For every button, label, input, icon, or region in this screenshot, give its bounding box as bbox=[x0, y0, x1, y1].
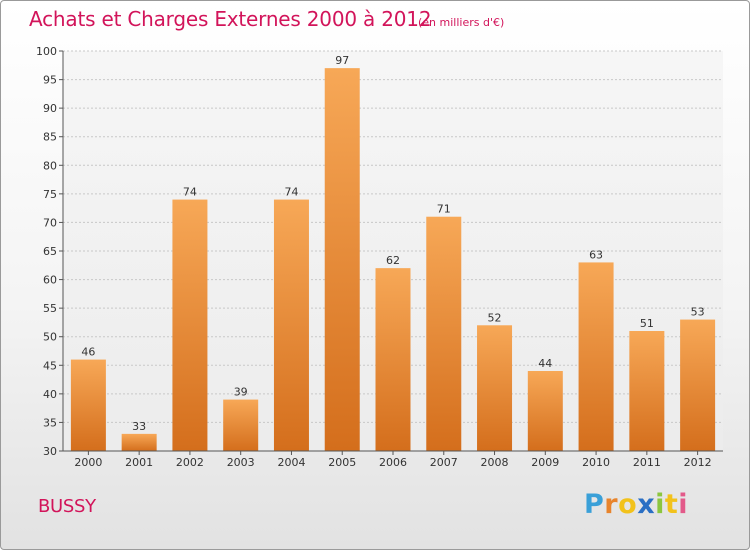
value-label-2012: 53 bbox=[691, 306, 705, 319]
value-label-2003: 39 bbox=[234, 386, 248, 399]
bar-2008 bbox=[477, 325, 513, 451]
x-tick-label-2001: 2001 bbox=[125, 456, 153, 469]
x-tick-label-2008: 2008 bbox=[481, 456, 509, 469]
value-label-2010: 63 bbox=[589, 248, 603, 261]
bar-2007 bbox=[426, 216, 462, 451]
y-tick-label: 85 bbox=[43, 131, 57, 144]
x-tick-label-2007: 2007 bbox=[430, 456, 458, 469]
x-tick-label-2005: 2005 bbox=[328, 456, 356, 469]
value-label-2002: 74 bbox=[183, 186, 197, 199]
y-tick-label: 40 bbox=[43, 388, 57, 401]
logo-letter: P bbox=[584, 489, 605, 520]
logo-letter: i bbox=[655, 489, 665, 520]
y-tick-label: 60 bbox=[43, 274, 57, 287]
y-tick-label: 100 bbox=[36, 45, 57, 58]
x-tick-label-2006: 2006 bbox=[379, 456, 407, 469]
y-tick-label: 90 bbox=[43, 102, 57, 115]
x-tick-label-2011: 2011 bbox=[633, 456, 661, 469]
y-tick-label: 65 bbox=[43, 245, 57, 258]
y-tick-label: 45 bbox=[43, 359, 57, 372]
value-label-2004: 74 bbox=[284, 186, 298, 199]
logo-letter: x bbox=[637, 489, 656, 520]
bar-2003 bbox=[223, 399, 259, 451]
chart-title: Achats et Charges Externes 2000 à 2012 bbox=[29, 7, 432, 31]
y-tick-label: 95 bbox=[43, 74, 57, 87]
logo-letter: t bbox=[664, 489, 679, 520]
logo-letter: o bbox=[618, 489, 638, 520]
bar-2001 bbox=[121, 433, 157, 451]
y-tick-label: 70 bbox=[43, 216, 57, 229]
x-tick-label-2009: 2009 bbox=[531, 456, 559, 469]
chart-unit: (en milliers d'€) bbox=[418, 16, 505, 29]
x-tick-label-2000: 2000 bbox=[74, 456, 102, 469]
value-label-2001: 33 bbox=[132, 420, 146, 433]
bar-2010 bbox=[578, 262, 614, 451]
x-tick-label-2004: 2004 bbox=[277, 456, 305, 469]
bar-2002 bbox=[172, 199, 208, 451]
value-label-2008: 52 bbox=[488, 311, 502, 324]
bar-2012 bbox=[680, 319, 716, 451]
value-label-2011: 51 bbox=[640, 317, 654, 330]
y-tick-label: 55 bbox=[43, 302, 57, 315]
value-label-2009: 44 bbox=[538, 357, 552, 370]
logo-letter: r bbox=[604, 489, 619, 520]
y-tick-label: 80 bbox=[43, 159, 57, 172]
bar-2009 bbox=[527, 371, 563, 451]
proxiti-logo: Proxiti bbox=[584, 489, 688, 520]
bar-2005 bbox=[324, 68, 360, 452]
x-tick-label-2002: 2002 bbox=[176, 456, 204, 469]
y-tick-label: 75 bbox=[43, 188, 57, 201]
y-tick-label: 30 bbox=[43, 445, 57, 458]
value-label-2000: 46 bbox=[81, 346, 95, 359]
logo-letter: i bbox=[678, 489, 689, 520]
bar-2004 bbox=[273, 199, 309, 451]
y-tick-label: 50 bbox=[43, 331, 57, 344]
bar-2011 bbox=[629, 331, 665, 451]
x-tick-label-2010: 2010 bbox=[582, 456, 610, 469]
x-tick-label-2003: 2003 bbox=[227, 456, 255, 469]
x-tick-label-2012: 2012 bbox=[684, 456, 712, 469]
value-label-2005: 97 bbox=[335, 54, 349, 67]
value-label-2006: 62 bbox=[386, 254, 400, 267]
bar-2006 bbox=[375, 268, 411, 451]
place-name: BUSSY bbox=[38, 496, 96, 517]
y-tick-label: 35 bbox=[43, 416, 57, 429]
bar-2000 bbox=[70, 359, 106, 451]
value-label-2007: 71 bbox=[437, 203, 451, 216]
